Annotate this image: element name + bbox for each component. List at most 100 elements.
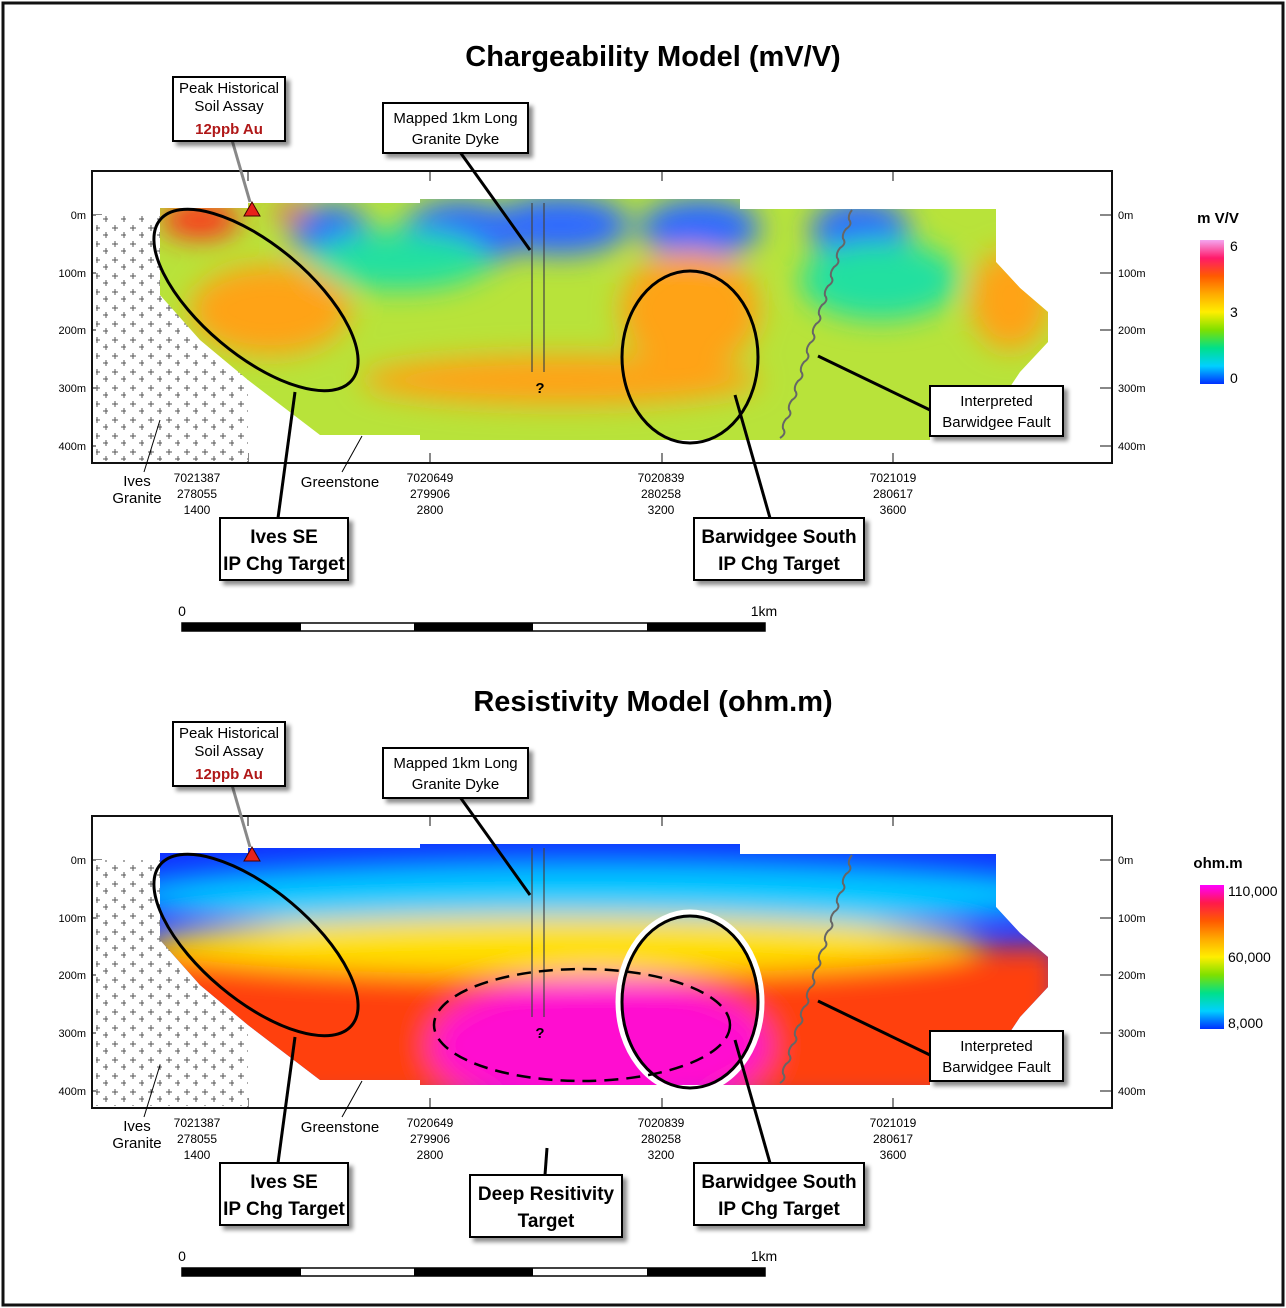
barwidgee-callout: Barwidgee South IP Chg Target xyxy=(693,1162,865,1226)
colorbar-tick-label: 8,000 xyxy=(1228,1015,1263,1031)
station-label: 3600 xyxy=(880,503,907,517)
dyke-callout-box xyxy=(382,102,529,154)
station-label: 1400 xyxy=(184,503,211,517)
barwidgee-target-outline xyxy=(620,269,760,445)
ives-se-callout-line: Ives SE xyxy=(250,527,318,548)
depth-label-left: 100m xyxy=(58,268,86,280)
high-anomaly xyxy=(620,250,760,370)
depth-label-left: 300m xyxy=(58,383,86,395)
ives-label: Ives xyxy=(123,1118,151,1135)
barwidgee-callout-box xyxy=(693,517,865,581)
barwidgee-callout-box xyxy=(693,1162,865,1226)
ives-leader xyxy=(276,1036,297,1164)
station-label: 280617 xyxy=(873,1132,913,1146)
soil-assay-marker xyxy=(243,200,261,217)
ives-leader xyxy=(276,391,297,519)
ives-se-callout-line: IP Chg Target xyxy=(223,1199,345,1220)
chargeability-panel: Chargeability Model (mV/V) 0m 0m 100m 100m 20… xyxy=(58,41,1239,632)
dyke-callout-line: Mapped 1km Long xyxy=(393,755,517,772)
colorbar xyxy=(1200,885,1224,1029)
fault-callout-line: Barwidgee Fault xyxy=(942,1059,1051,1076)
dyke-callout: Mapped 1km Long Granite Dyke xyxy=(382,747,529,799)
station-label: 3200 xyxy=(648,503,675,517)
colorbar-tick-label: 60,000 xyxy=(1228,949,1271,965)
scale-start-label: 0 xyxy=(178,1248,186,1264)
dyke-leader xyxy=(458,151,532,251)
ives-se-callout: Ives SE IP Chg Target xyxy=(219,1162,349,1226)
mid-anomaly xyxy=(310,230,490,290)
model-field xyxy=(160,199,1048,440)
field-blobs xyxy=(160,860,1048,1085)
high-anomaly xyxy=(190,265,350,355)
soil-assay-callout-line: Soil Assay xyxy=(194,98,264,115)
soil-assay-callout-line: Soil Assay xyxy=(194,743,264,760)
depth-label-left: 300m xyxy=(58,1028,86,1040)
low-anomaly xyxy=(640,199,760,258)
station-label: 279906 xyxy=(410,487,450,501)
deep-resistivity-callout: Deep Resitivity Target xyxy=(469,1174,623,1238)
colorbar-tick-label: 6 xyxy=(1230,238,1238,254)
colorbar-title: m V/V xyxy=(1197,210,1239,227)
depth-label-right: 200m xyxy=(1118,325,1146,337)
station-label: 7021387 xyxy=(174,471,221,485)
barwidgee-callout: Barwidgee South IP Chg Target xyxy=(693,517,865,581)
station-label: 1400 xyxy=(184,1148,211,1162)
colorbar-tick-label: 110,000 xyxy=(1228,883,1278,899)
dyke-leader xyxy=(458,796,532,896)
colorbar-title: ohm.m xyxy=(1193,855,1242,872)
depth-label-right: 300m xyxy=(1118,1028,1146,1040)
barwidgee-callout-line: Barwidgee South xyxy=(701,1172,856,1193)
dyke-callout: Mapped 1km Long Granite Dyke xyxy=(382,102,529,154)
granite-leader xyxy=(143,419,161,473)
granite-label: Granite xyxy=(112,1135,161,1152)
scale-start-label: 0 xyxy=(178,603,186,619)
dyke-callout-box xyxy=(382,747,529,799)
dyke-question-mark: ? xyxy=(535,1025,544,1042)
station-label: 7020649 xyxy=(407,1116,454,1130)
hot-core xyxy=(430,975,770,1085)
fault-callout-line: Interpreted xyxy=(960,1038,1033,1055)
station-label: 278055 xyxy=(177,487,217,501)
soil-assay-callout-box xyxy=(172,76,286,142)
resistivity-panel: Resistivity Model (ohm.m) 0m 0m 100m 100m 200… xyxy=(58,686,1278,1277)
model-field xyxy=(160,844,1048,1085)
hot-anomaly xyxy=(275,204,305,220)
station-label: 7021019 xyxy=(870,471,917,485)
fault-callout: Interpreted Barwidgee Fault xyxy=(929,1030,1064,1082)
dyke-callout-line: Mapped 1km Long xyxy=(393,110,517,127)
greenstone-label: Greenstone xyxy=(301,474,379,491)
depth-label-left: 200m xyxy=(58,325,86,337)
barwidgee-callout-line: IP Chg Target xyxy=(718,1199,840,1220)
station-label: 280258 xyxy=(641,487,681,501)
fault-callout-line: Barwidgee Fault xyxy=(942,414,1051,431)
soil-assay-marker xyxy=(243,845,261,862)
fault-callout-line: Interpreted xyxy=(960,393,1033,410)
depth-label-left: 100m xyxy=(58,913,86,925)
station-label: 3600 xyxy=(880,1148,907,1162)
scale-bar-segment xyxy=(414,623,533,631)
barwidgee-leader xyxy=(733,394,772,519)
ives-se-target-outline xyxy=(152,852,360,1038)
station-label: 280617 xyxy=(873,487,913,501)
deep-leader xyxy=(543,1147,549,1176)
depth-label-right: 0m xyxy=(1118,855,1133,867)
depth-label-right: 200m xyxy=(1118,970,1146,982)
dyke-callout-line: Granite Dyke xyxy=(412,131,500,148)
low-layer xyxy=(160,860,1048,930)
station-label: 7021387 xyxy=(174,1116,221,1130)
depth-label-left: 0m xyxy=(71,210,86,222)
ives-se-callout-box xyxy=(219,517,349,581)
ives-se-callout-box xyxy=(219,1162,349,1226)
ives-se-callout-line: Ives SE xyxy=(250,1172,318,1193)
ives-label: Ives xyxy=(123,473,151,490)
soil-assay-value: 12ppb Au xyxy=(195,121,263,138)
station-label: 7020649 xyxy=(407,471,454,485)
dyke-callout-line: Granite Dyke xyxy=(412,776,500,793)
station-label: 2800 xyxy=(417,1148,444,1162)
depth-label-right: 400m xyxy=(1118,1086,1146,1098)
mid-layer xyxy=(160,915,980,975)
colorbar-tick-label: 3 xyxy=(1230,304,1238,320)
soil-assay-callout-box xyxy=(172,721,286,787)
